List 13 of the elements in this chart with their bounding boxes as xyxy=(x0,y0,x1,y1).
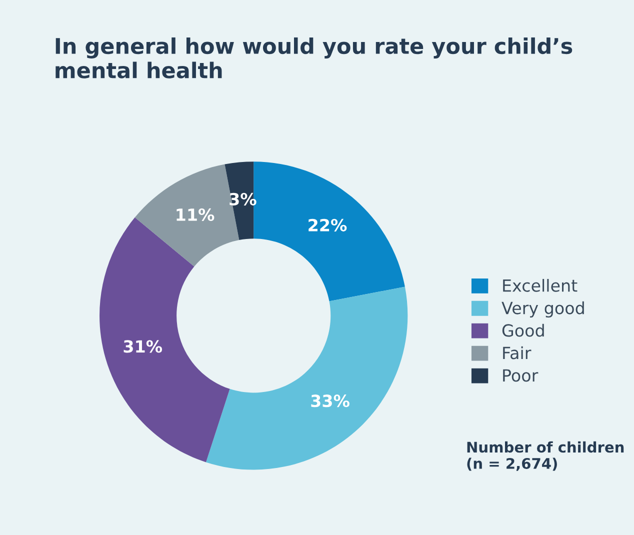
legend-label: Good xyxy=(502,324,544,337)
legend-label: Excellent xyxy=(503,278,578,292)
data-label: 11% xyxy=(176,208,214,222)
data-label: 31% xyxy=(124,340,162,353)
data-label: 33% xyxy=(311,394,350,408)
legend-label: Fair xyxy=(503,346,532,360)
legend-label: Poor xyxy=(503,369,538,382)
legend-label: Very good xyxy=(502,301,584,318)
data-label: 22% xyxy=(308,218,347,232)
data-label: 3% xyxy=(230,192,256,206)
donut-slice xyxy=(206,286,408,470)
chart-title: In general how would you rate your child’s mental health xyxy=(56,37,572,78)
text: Number of children (n = 2,674) xyxy=(467,441,624,471)
